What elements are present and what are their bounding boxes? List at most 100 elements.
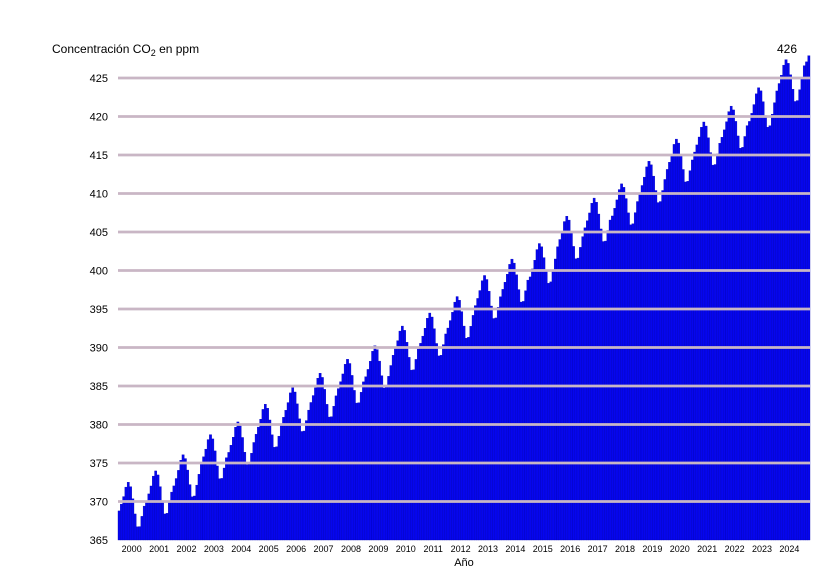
co2-month-bar	[311, 395, 315, 541]
x-axis-title: Año	[454, 557, 474, 569]
chart-title-prefix: Concentración CO	[52, 42, 151, 56]
co2-month-bar	[172, 485, 176, 541]
co2-month-bar	[430, 316, 434, 541]
co2-month-bar	[220, 478, 224, 541]
co2-month-bar	[512, 262, 516, 541]
co2-month-bar	[366, 369, 370, 541]
co2-month-bar	[777, 83, 781, 541]
co2-month-bar	[636, 201, 639, 541]
co2-month-bar	[544, 271, 548, 541]
co2-month-bar	[659, 201, 662, 541]
co2-month-bar	[396, 340, 400, 541]
y-tick-label-405: 405	[90, 227, 108, 239]
co2-month-bar	[316, 378, 320, 541]
co2-month-bar	[405, 342, 409, 541]
co2-month-bar	[227, 452, 231, 541]
co2-month-bar	[419, 343, 422, 541]
y-tick-label-380: 380	[90, 420, 108, 432]
co2-month-bar	[334, 395, 338, 541]
co2-month-bar	[257, 426, 260, 541]
co2-month-bar	[417, 348, 420, 541]
co2-month-bar	[789, 74, 792, 541]
co2-month-bar	[152, 475, 155, 541]
co2-month-bar	[282, 417, 285, 541]
co2-month-bar	[241, 437, 244, 541]
co2-month-bar	[270, 434, 274, 541]
co2-month-bar	[154, 470, 157, 541]
co2-month-bar	[177, 470, 180, 541]
y-axis-tick-labels: 365 370 375 380 385 390 395 400 405 410 415 420 425	[90, 73, 108, 547]
co2-month-bar	[572, 246, 575, 541]
co2-month-bar	[750, 113, 754, 541]
co2-month-bar	[695, 144, 699, 541]
co2-month-bar	[629, 224, 633, 541]
co2-month-bar	[133, 513, 137, 541]
co2-month-bar	[464, 338, 468, 541]
co2-month-bar	[535, 249, 539, 541]
x-tick-label-2008: 2008	[341, 544, 361, 554]
y-tick-label-400: 400	[90, 266, 108, 278]
co2-month-bar	[581, 236, 585, 541]
co2-month-bar	[554, 258, 557, 541]
co2-month-bar	[691, 159, 694, 541]
y-tick-label-420: 420	[90, 112, 108, 124]
co2-month-bar	[592, 197, 596, 541]
co2-month-bar	[277, 435, 281, 541]
co2-month-bar	[398, 330, 402, 541]
co2-month-bar	[371, 351, 374, 541]
x-tick-label-2020: 2020	[670, 544, 690, 554]
co2-month-bar	[391, 355, 395, 541]
co2-month-bar	[713, 164, 717, 541]
co2-month-bar	[533, 260, 537, 541]
co2-month-bar	[222, 467, 226, 541]
co2-month-bar	[234, 427, 237, 541]
co2-month-bar	[394, 348, 397, 541]
co2-month-bar	[339, 381, 342, 541]
co2-month-bar	[725, 121, 728, 541]
co2-month-bar	[149, 485, 153, 541]
co2-month-bar	[455, 296, 459, 541]
co2-month-bar	[732, 109, 735, 541]
co2-month-bar	[138, 526, 142, 541]
x-tick-label-2002: 2002	[176, 544, 196, 554]
co2-month-bar	[126, 482, 130, 541]
co2-month-bar	[796, 100, 799, 541]
x-tick-label-2001: 2001	[149, 544, 169, 554]
co2-month-bar	[298, 418, 301, 541]
co2-month-bar	[791, 89, 795, 541]
co2-month-bar	[633, 212, 637, 541]
co2-month-bar	[206, 439, 210, 541]
x-tick-label-2015: 2015	[533, 544, 553, 554]
co2-month-bar	[168, 502, 171, 541]
co2-month-bar	[158, 486, 162, 541]
co2-month-bar	[782, 64, 786, 541]
co2-month-bar	[307, 409, 311, 541]
co2-month-bar	[259, 419, 263, 541]
co2-month-bar	[759, 90, 763, 541]
co2-month-bar	[163, 513, 167, 541]
co2-month-bar	[268, 419, 272, 541]
co2-month-bar	[190, 496, 194, 541]
co2-month-bar	[704, 125, 708, 541]
co2-month-bar	[289, 392, 292, 541]
co2-month-bar	[645, 166, 649, 541]
x-tick-label-2010: 2010	[396, 544, 416, 554]
chart-title-subscript: 2	[150, 48, 156, 58]
co2-month-bar	[784, 59, 788, 541]
co2-month-bar	[350, 375, 354, 541]
co2-month-bar	[122, 496, 126, 541]
co2-month-bar	[665, 169, 669, 541]
co2-month-bar	[184, 458, 187, 541]
co2-month-bar	[540, 246, 543, 541]
co2-month-bar	[444, 333, 448, 541]
co2-month-bar	[672, 144, 676, 541]
co2-month-bar	[755, 93, 758, 541]
co2-month-bar	[729, 105, 733, 541]
co2-month-bar	[588, 212, 591, 541]
co2-month-bar	[209, 434, 212, 541]
co2-month-bar	[490, 305, 493, 541]
co2-month-bar	[410, 369, 413, 541]
co2-month-bar	[807, 55, 811, 541]
co2-month-bar	[613, 208, 617, 541]
co2-month-bar	[124, 486, 128, 541]
